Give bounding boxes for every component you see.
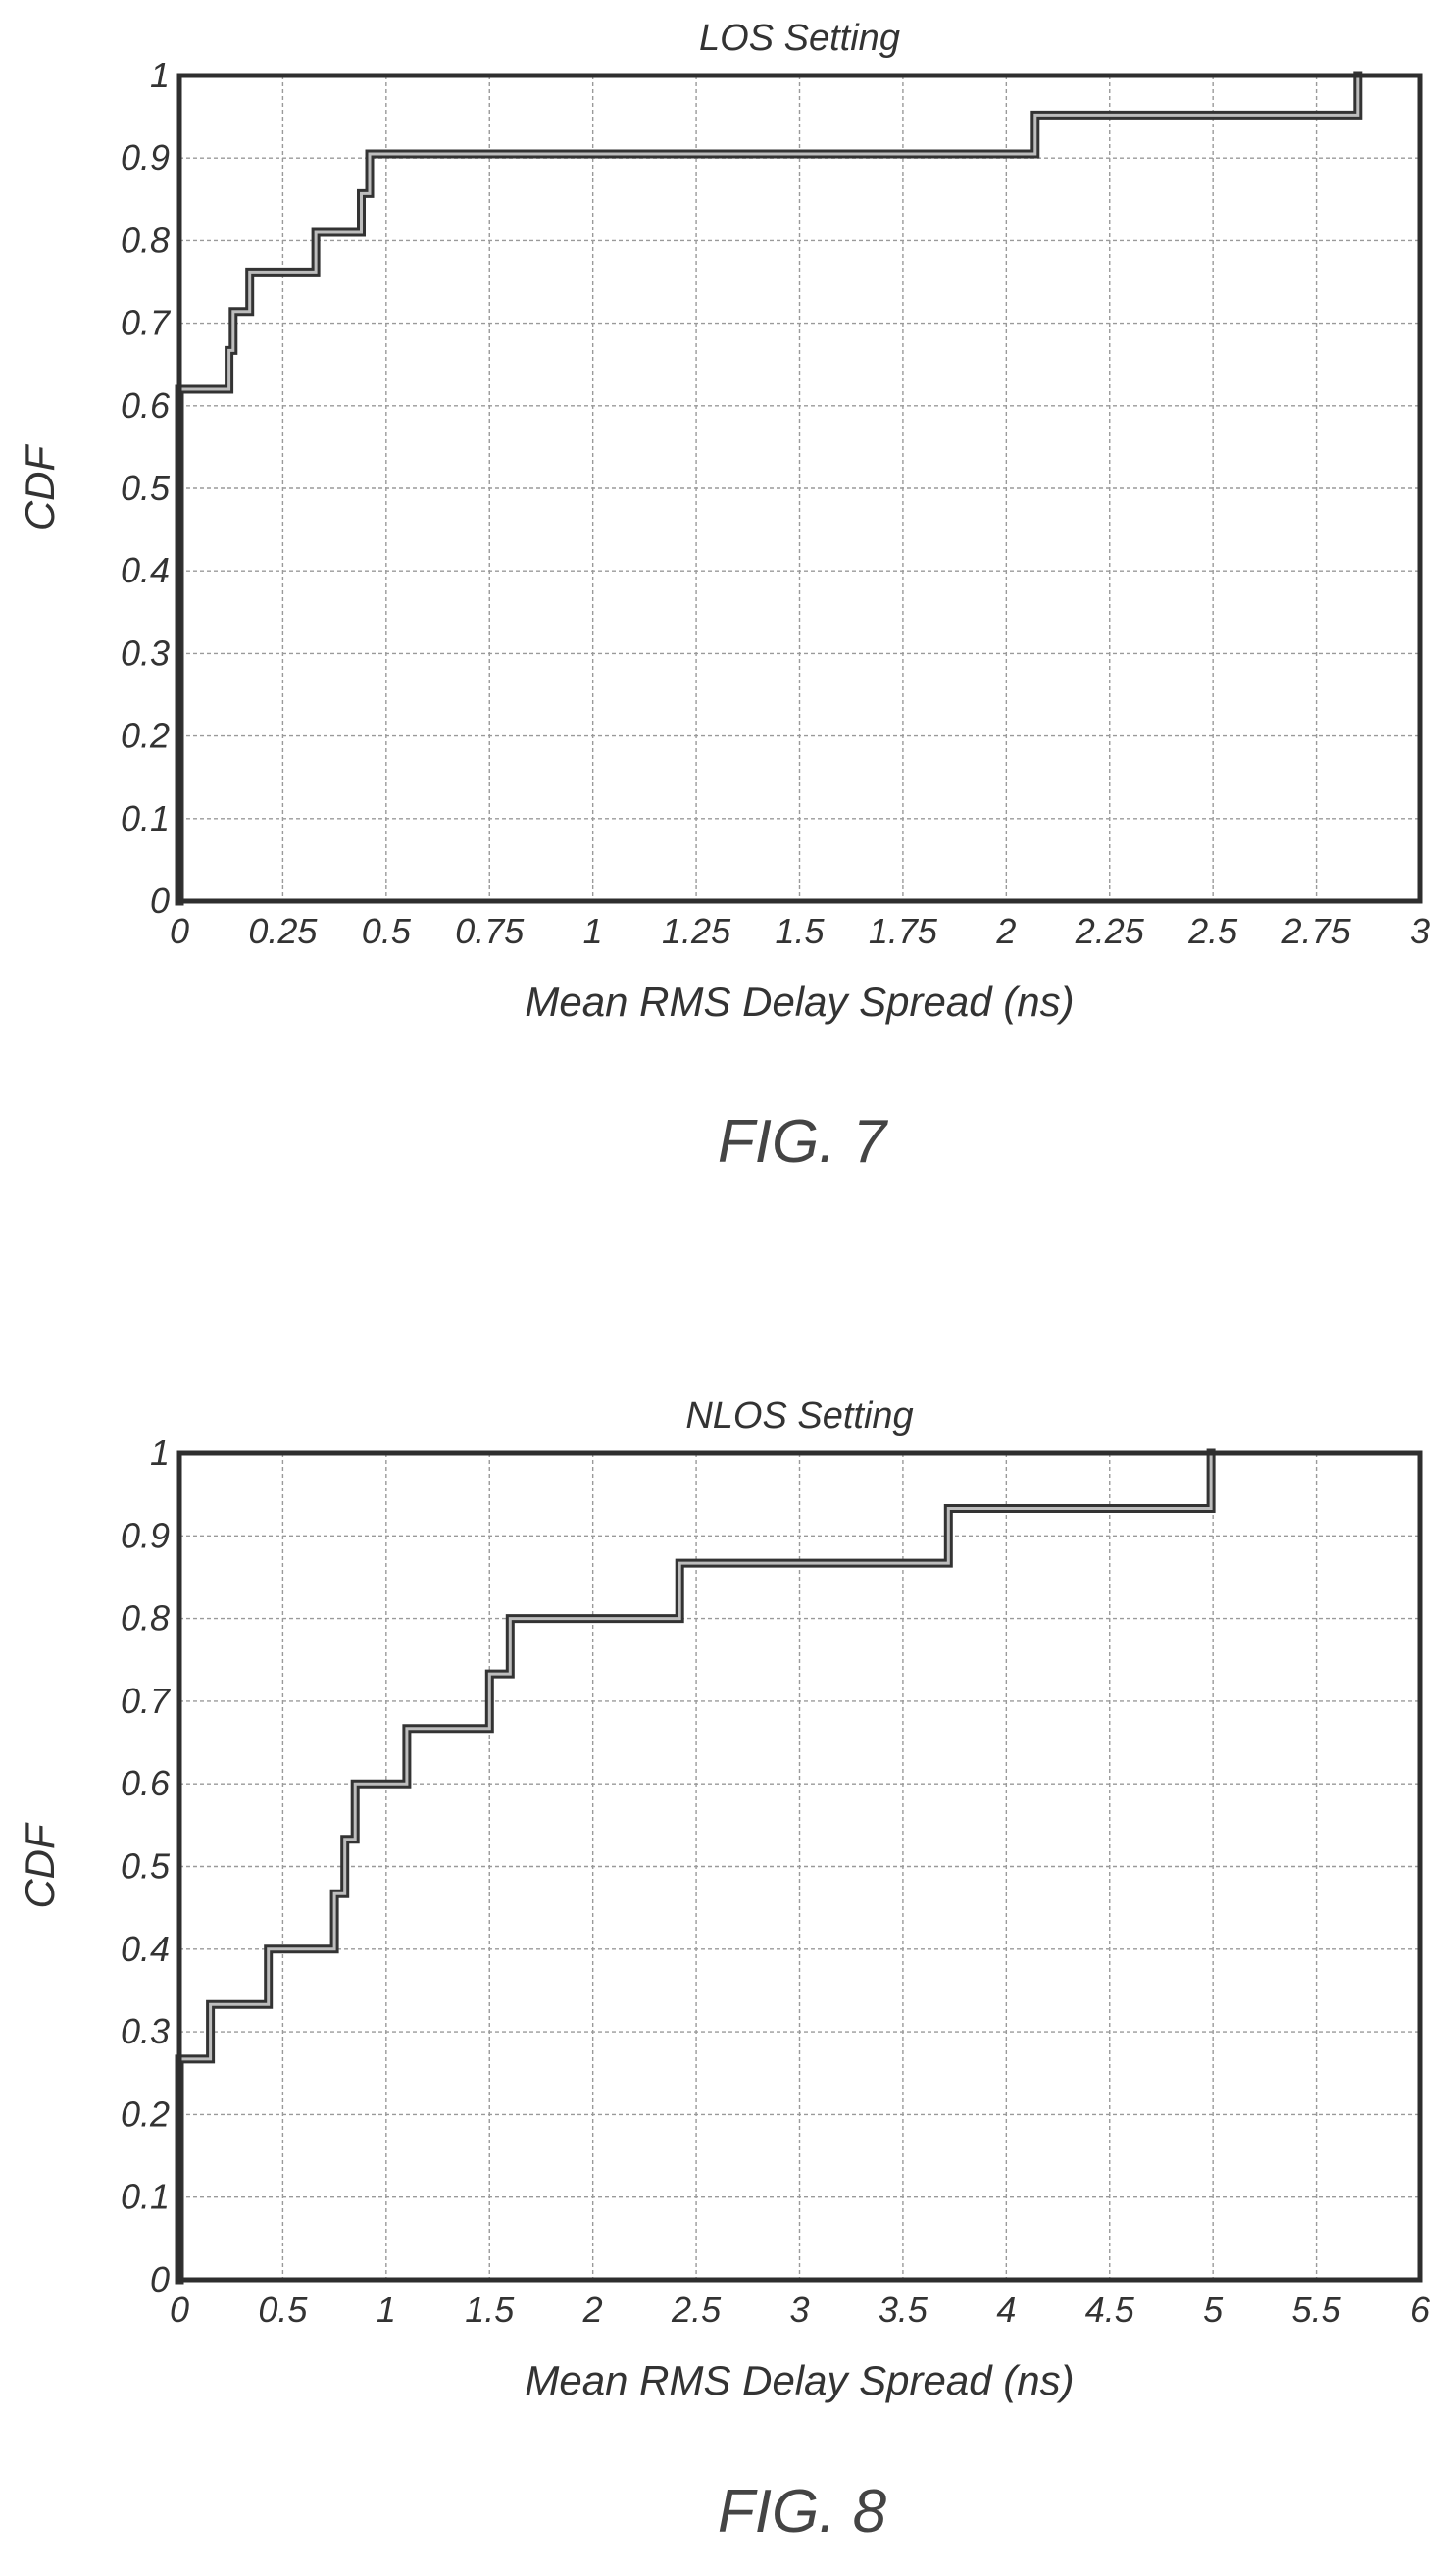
x-tick-label: 1.25: [662, 911, 731, 951]
x-tick-label: 1: [583, 911, 603, 951]
x-tick-label: 1.5: [465, 2290, 515, 2330]
grid-lines: [179, 1453, 1420, 2280]
y-tick-label: 0.6: [121, 385, 171, 426]
y-tick-label: 0.8: [121, 1598, 170, 1639]
x-axis-label: Mean RMS Delay Spread (ns): [525, 2357, 1074, 2403]
x-tick-label: 2.75: [1281, 911, 1352, 951]
x-tick-label: 0: [170, 2290, 189, 2330]
x-tick-label: 2.25: [1075, 911, 1145, 951]
y-tick-label: 1: [150, 1433, 170, 1473]
y-tick-label: 0.5: [121, 1846, 171, 1887]
x-tick-label: 5: [1203, 2290, 1224, 2330]
x-tick-label: 6: [1410, 2290, 1431, 2330]
x-tick-label: 0.5: [362, 911, 412, 951]
y-tick-label: 0.7: [121, 303, 172, 343]
x-tick-label: 3.5: [879, 2290, 929, 2330]
x-tick-label: 4.5: [1085, 2290, 1135, 2330]
y-tick-label: 0.1: [121, 2177, 170, 2217]
y-tick-label: 0.9: [121, 137, 170, 177]
x-tick-label: 0.75: [455, 911, 525, 951]
y-tick-label: 0.5: [121, 468, 171, 508]
x-tick-label: 0.25: [248, 911, 318, 951]
y-tick-label: 0.6: [121, 1763, 171, 1803]
y-axis-label: CDF: [17, 444, 63, 531]
plot-frame: [176, 1450, 1423, 2283]
y-tick-label: 0.1: [121, 798, 170, 838]
y-tick-label: 0: [150, 881, 170, 921]
y-tick-label: 0.2: [121, 716, 170, 756]
x-tick-label: 0.5: [258, 2290, 308, 2330]
y-tick-label: 0.4: [121, 550, 170, 590]
x-tick-label: 2.5: [1187, 911, 1238, 951]
cdf-step-line-core: [177, 1451, 1213, 2282]
y-tick-label: 0.9: [121, 1515, 170, 1555]
plot-frame: [176, 73, 1423, 904]
y-tick-label: 0.4: [121, 1929, 170, 1969]
x-tick-label: 5.5: [1292, 2290, 1342, 2330]
nlos-cdf-chart: 0 0.5 1 1.5 2 2.5 3 3.5 4 4.5 5 5.5 6 00.10.20.30.40…: [17, 1395, 1431, 2403]
x-tick-label: 1.5: [775, 911, 825, 951]
figure-label: FIG. 7: [718, 1108, 889, 1176]
x-tick-labels: 0 0.5 1 1.5 2 2.5 3 3.5 4 4.5 5 5.5 6: [170, 2290, 1431, 2330]
figure-label: FIG. 8: [718, 2478, 887, 2546]
los-cdf-chart: 0 0.25 0.5 0.75 1 1.25 1.5 1.75 2 2.25 2.5 2.75 3 00…: [17, 18, 1430, 1025]
x-tick-label: 1.75: [869, 911, 938, 951]
chart-title: NLOS Setting: [685, 1395, 913, 1437]
cdf-step-line: [175, 71, 1363, 906]
x-tick-label: 2: [995, 911, 1016, 951]
y-tick-label: 1: [150, 55, 170, 95]
y-tick-label: 0.7: [121, 1681, 172, 1721]
y-tick-labels: 0 0.1 0.2 0.3 0.4 0.5 0.6 0.7 0.8 0.9 1: [121, 1433, 172, 2299]
y-tick-label: 0.3: [121, 632, 170, 673]
y-tick-labels: 0 0.1 0.2 0.3 0.4 0.5 0.6 0.7 0.8 0.9 1: [121, 55, 172, 921]
x-tick-labels: 0 0.25 0.5 0.75 1 1.25 1.5 1.75 2 2.25 2.5 2.75 3: [170, 911, 1430, 951]
y-tick-label: 0.3: [121, 2011, 170, 2051]
x-tick-label: 2.5: [671, 2290, 722, 2330]
y-tick-label: 0.8: [121, 220, 170, 260]
x-tick-label: 3: [1410, 911, 1430, 951]
y-tick-label: 0: [150, 2259, 170, 2299]
y-axis-label: CDF: [17, 1822, 63, 1909]
x-axis-label: Mean RMS Delay Spread (ns): [525, 979, 1074, 1025]
x-tick-label: 2: [582, 2290, 603, 2330]
x-tick-label: 4: [996, 2290, 1016, 2330]
y-tick-label: 0.2: [121, 2093, 170, 2134]
cdf-step-line-core: [177, 74, 1360, 903]
x-tick-label: 1: [377, 2290, 396, 2330]
x-tick-label: 3: [789, 2290, 809, 2330]
chart-title: LOS Setting: [699, 18, 900, 59]
x-tick-label: 0: [170, 911, 189, 951]
